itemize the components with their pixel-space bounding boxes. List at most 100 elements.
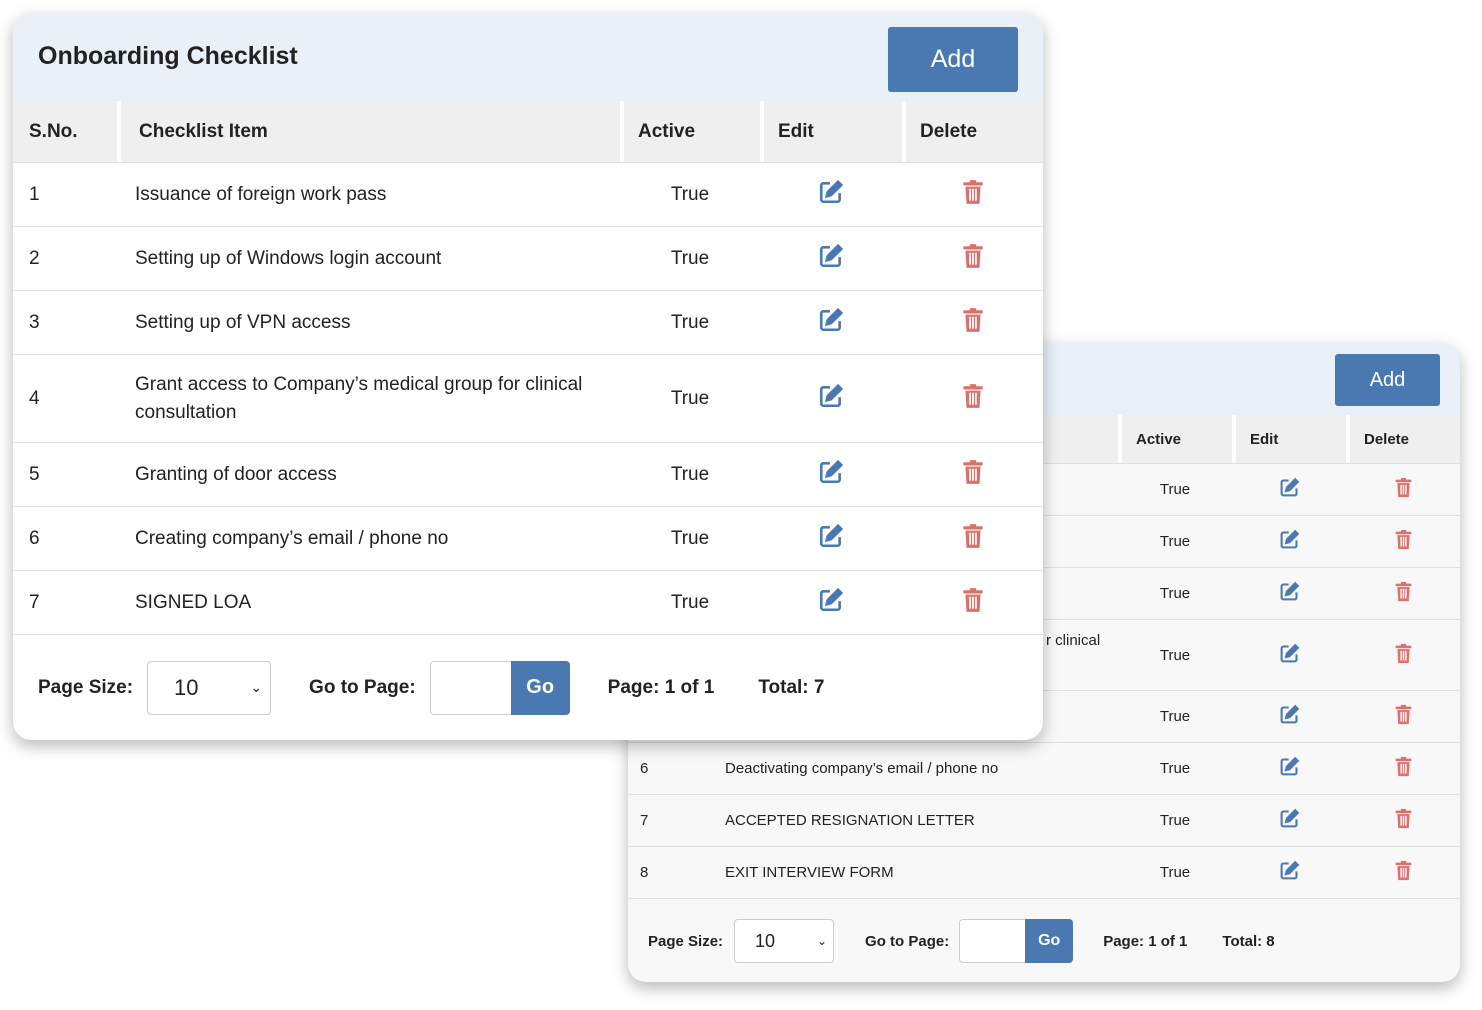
edit-cell — [760, 587, 902, 619]
go-to-page-label: Go to Page: — [865, 932, 950, 950]
table-row: 8 EXIT INTERVIEW FORM True — [628, 846, 1460, 898]
trash-icon[interactable] — [960, 243, 986, 275]
edit-icon[interactable] — [818, 587, 844, 619]
active-cell: True — [1159, 533, 1191, 550]
sno-cell: 7 — [640, 812, 649, 829]
sno-cell: 2 — [29, 247, 40, 269]
trash-icon[interactable] — [960, 587, 986, 619]
delete-cell — [1346, 529, 1460, 554]
edit-icon[interactable] — [1279, 860, 1300, 885]
page-title: Onboarding Checklist — [38, 42, 298, 70]
table-row: 3 Setting up of VPN access True — [13, 290, 1043, 354]
delete-cell — [902, 587, 1043, 619]
column-delete: Delete — [902, 101, 1043, 162]
edit-icon[interactable] — [818, 179, 844, 211]
trash-icon[interactable] — [1393, 860, 1414, 885]
delete-cell — [1346, 704, 1460, 729]
trash-icon[interactable] — [1393, 704, 1414, 729]
edit-icon[interactable] — [818, 523, 844, 555]
table-row: 1 Issuance of foreign work pass True — [13, 162, 1043, 226]
active-cell: True — [1159, 708, 1191, 725]
active-cell: True — [1159, 864, 1191, 881]
edit-cell — [760, 243, 902, 275]
edit-cell — [760, 459, 902, 491]
edit-cell — [1232, 581, 1346, 606]
active-cell: True — [670, 527, 710, 549]
go-button[interactable]: Go — [1025, 919, 1074, 963]
column-sno: S.No. — [29, 120, 78, 142]
table-row: True — [628, 515, 1460, 567]
trash-icon[interactable] — [1393, 529, 1414, 554]
go-to-page-input[interactable] — [429, 660, 511, 715]
table-row: 5 Granting of door access True — [13, 442, 1043, 506]
trash-icon[interactable] — [1393, 477, 1414, 502]
table-row: r clinical True — [628, 619, 1460, 690]
pagination: Page Size: 10 ⌄ Go to Page: Go Page: 1 of… — [628, 898, 1460, 982]
edit-icon[interactable] — [1279, 581, 1300, 606]
page-size-value: 10 — [755, 930, 776, 951]
delete-cell — [902, 179, 1043, 211]
column-edit: Edit — [1232, 415, 1346, 463]
active-cell: True — [1159, 585, 1191, 602]
add-button[interactable]: Add — [888, 27, 1018, 92]
onboarding-checklist-card: Onboarding Checklist Add S.No. Checklist… — [13, 13, 1043, 740]
table-row: 7 SIGNED LOA True — [13, 570, 1043, 634]
trash-icon[interactable] — [960, 307, 986, 339]
delete-cell — [1346, 581, 1460, 606]
go-to-page-input[interactable] — [959, 919, 1026, 963]
trash-icon[interactable] — [960, 179, 986, 211]
item-cell: Setting up of VPN access — [135, 311, 351, 333]
total-count: Total: 8 — [1222, 932, 1275, 950]
trash-icon[interactable] — [960, 459, 986, 491]
delete-cell — [902, 307, 1043, 339]
edit-cell — [1232, 860, 1346, 885]
sno-cell: 8 — [640, 864, 649, 881]
edit-icon[interactable] — [1279, 756, 1300, 781]
item-cell: Creating company’s email / phone no — [135, 527, 449, 549]
active-cell: True — [670, 183, 710, 205]
go-button[interactable]: Go — [510, 660, 570, 715]
edit-icon[interactable] — [1279, 808, 1300, 833]
delete-cell — [1346, 808, 1460, 833]
edit-icon[interactable] — [1279, 704, 1300, 729]
chevron-down-icon: ⌄ — [250, 679, 263, 695]
sno-cell: 7 — [29, 591, 40, 613]
delete-cell — [902, 459, 1043, 491]
active-cell: True — [670, 311, 710, 333]
active-cell: True — [670, 387, 710, 409]
edit-icon[interactable] — [818, 383, 844, 415]
trash-icon[interactable] — [960, 523, 986, 555]
edit-cell — [1232, 808, 1346, 833]
edit-cell — [760, 307, 902, 339]
sno-cell: 6 — [640, 760, 649, 777]
edit-icon[interactable] — [1279, 643, 1300, 668]
trash-icon[interactable] — [1393, 581, 1414, 606]
item-text: r clinical — [1046, 632, 1101, 649]
trash-icon[interactable] — [1393, 643, 1414, 668]
item-cell: Deactivating company’s email / phone no — [725, 760, 999, 777]
table-row: 4 Grant access to Company’s medical group… — [13, 354, 1043, 442]
table-row: 6 Creating company’s email / phone no True — [13, 506, 1043, 570]
edit-icon[interactable] — [818, 307, 844, 339]
item-cell: Setting up of Windows login account — [135, 247, 442, 269]
active-cell: True — [1159, 481, 1191, 498]
active-cell: True — [1159, 812, 1191, 829]
page-info: Page: 1 of 1 — [607, 676, 715, 698]
card-header: Onboarding Checklist Add — [13, 13, 1043, 101]
column-edit: Edit — [760, 101, 902, 162]
trash-icon[interactable] — [1393, 808, 1414, 833]
trash-icon[interactable] — [1393, 756, 1414, 781]
page-info: Page: 1 of 1 — [1103, 932, 1188, 950]
edit-cell — [1232, 756, 1346, 781]
edit-icon[interactable] — [1279, 477, 1300, 502]
edit-icon[interactable] — [818, 243, 844, 275]
page-size-select[interactable]: 10 ⌄ — [734, 919, 835, 963]
add-button[interactable]: Add — [1335, 354, 1440, 406]
trash-icon[interactable] — [960, 383, 986, 415]
delete-cell — [902, 243, 1043, 275]
edit-icon[interactable] — [1279, 529, 1300, 554]
go-to-page-label: Go to Page: — [309, 676, 416, 698]
active-cell: True — [670, 591, 710, 613]
edit-icon[interactable] — [818, 459, 844, 491]
page-size-select[interactable]: 10 ⌄ — [147, 660, 272, 715]
